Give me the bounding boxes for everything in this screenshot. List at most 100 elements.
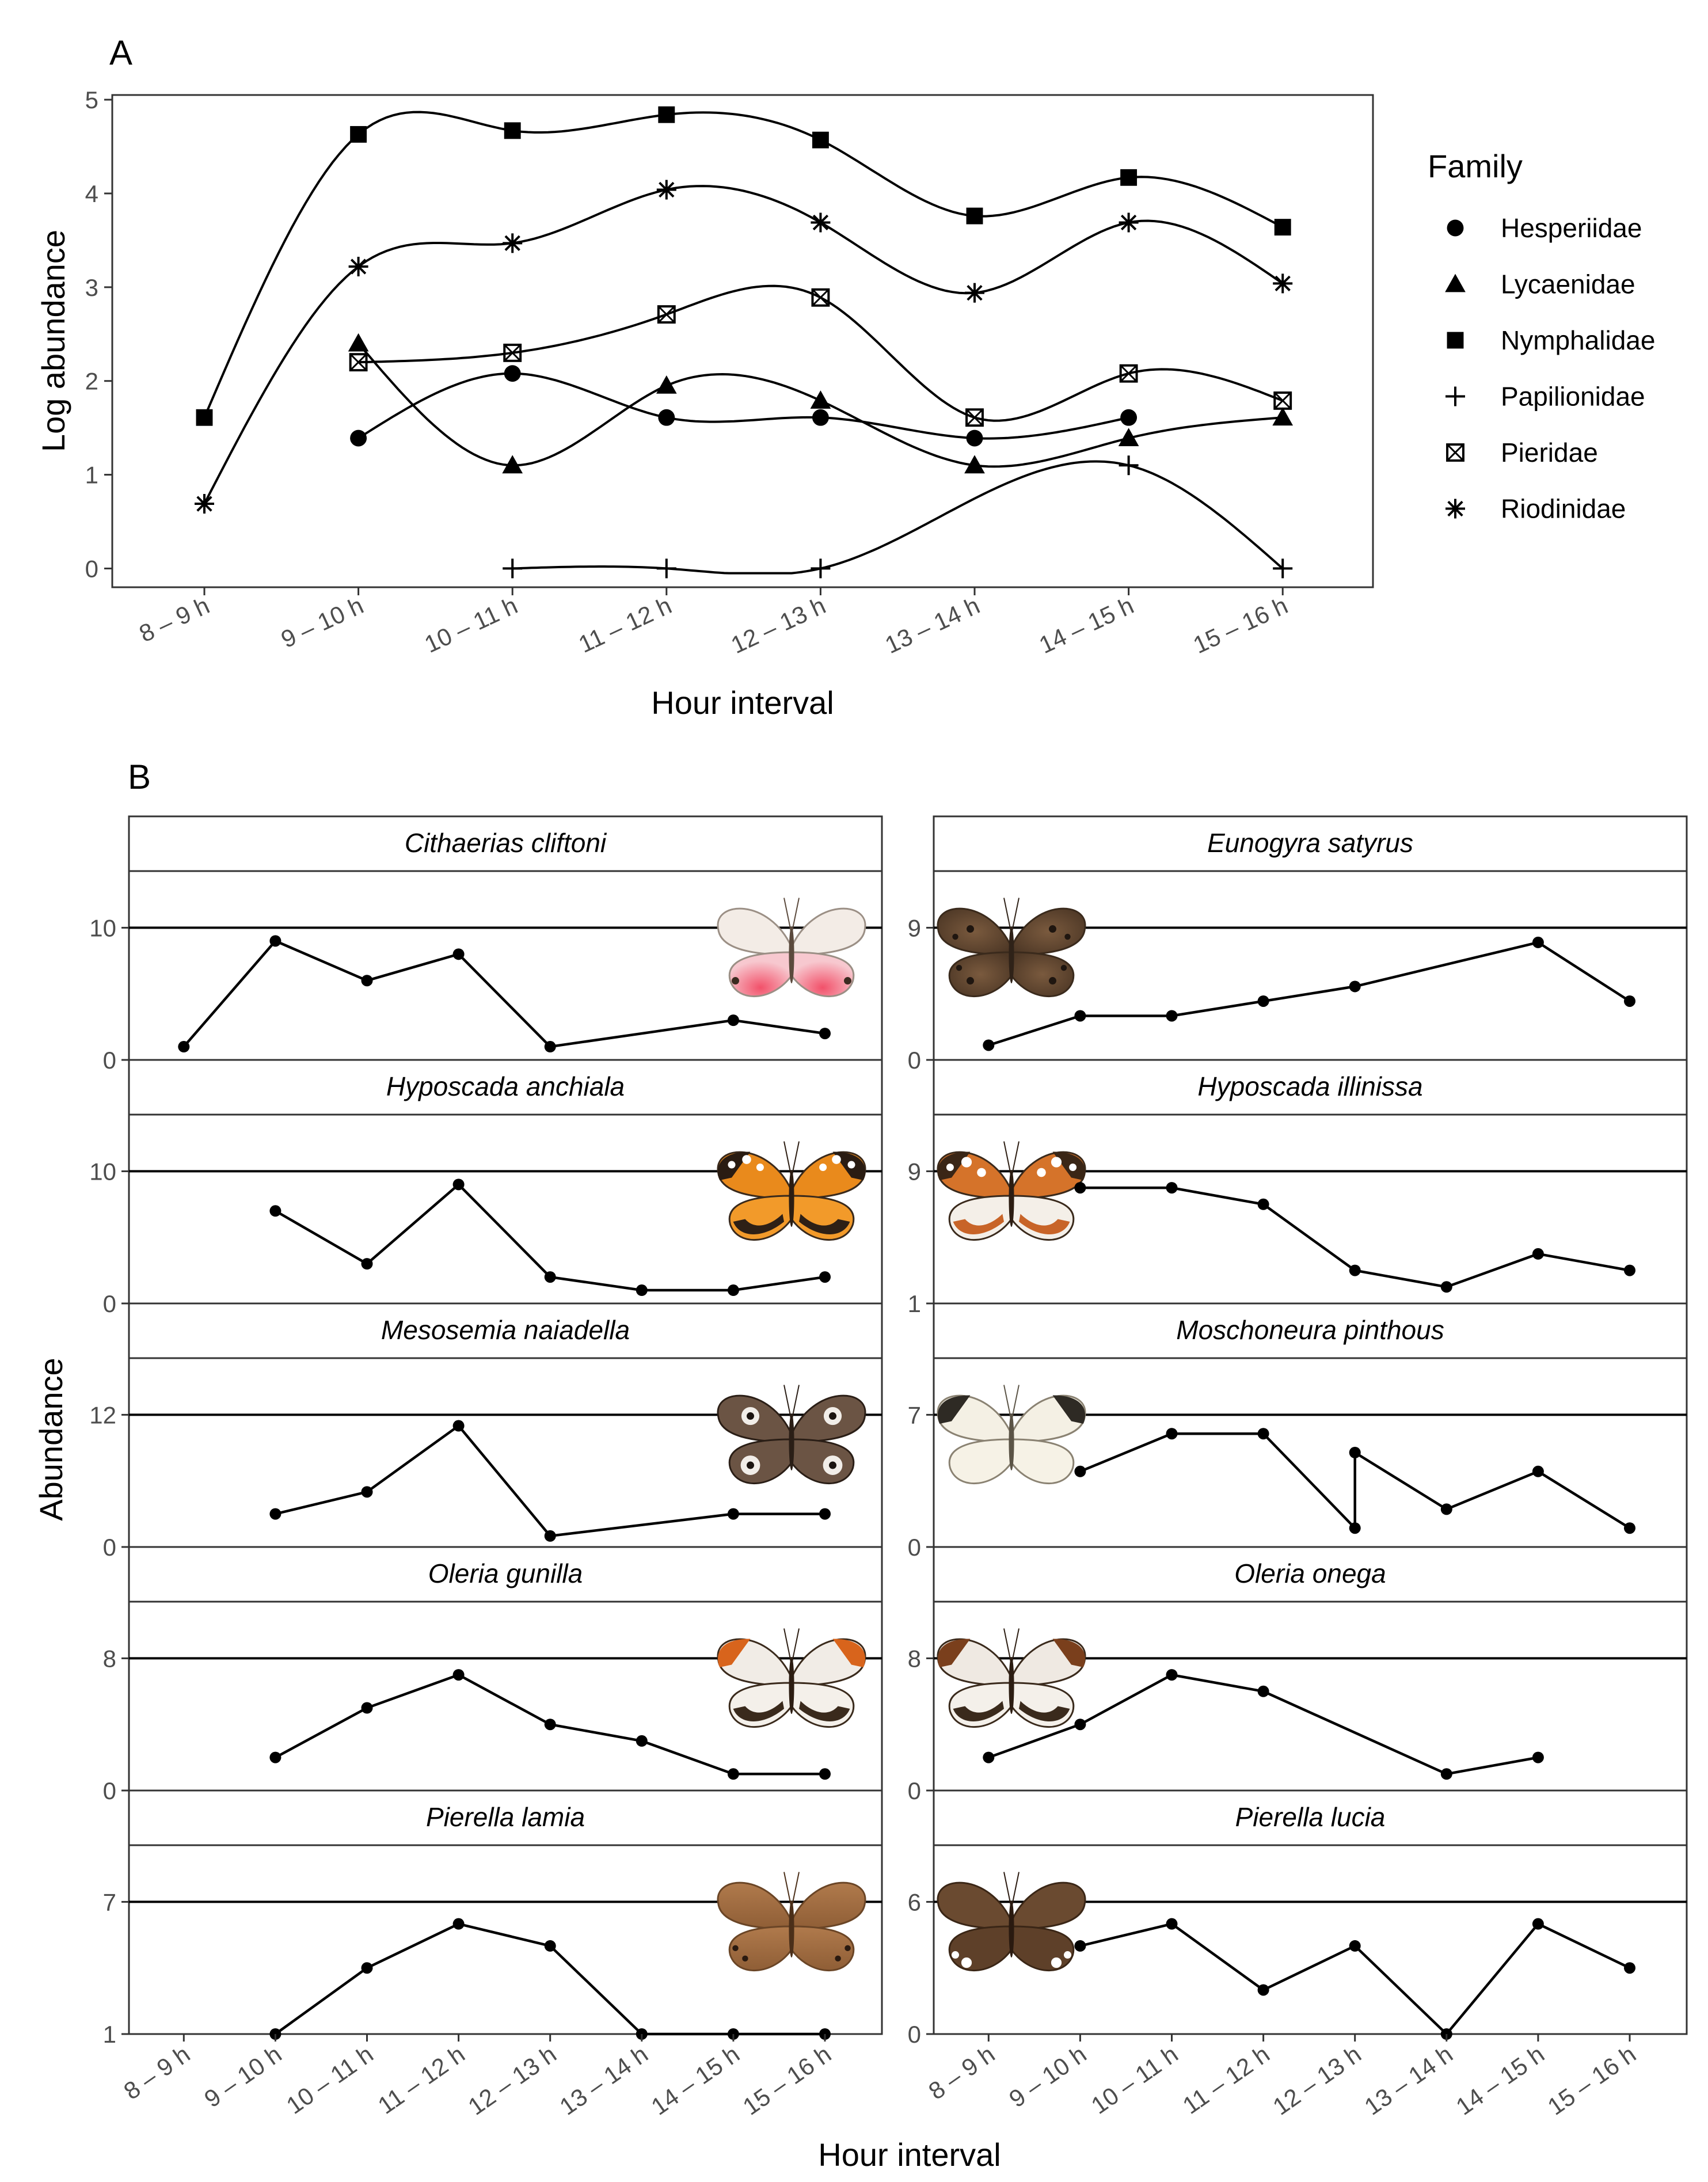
point-hesperiidae-2	[504, 365, 521, 382]
legend-key-riodinidae	[1445, 499, 1465, 519]
y-tick-label: 0	[103, 1534, 116, 1561]
point-pieridae-2	[503, 343, 522, 362]
point-papilionidae-2	[503, 558, 523, 579]
point-nymphalidae-2	[504, 122, 521, 139]
point-lycaenidae-6	[1118, 428, 1139, 446]
abundance-line	[988, 1673, 1539, 1776]
facet-hyposcada-anchiala: Hyposcada anchiala 0 10	[89, 1059, 883, 1317]
mesosemia-naiadella-image	[717, 1385, 866, 1485]
abundance-point	[727, 1014, 739, 1027]
y-tick-label: 10	[89, 914, 116, 941]
point-pieridae-7	[1273, 391, 1292, 410]
point-papilionidae-3	[656, 558, 676, 579]
facet-strip	[933, 1302, 1688, 1359]
abundance-point	[452, 1420, 465, 1432]
abundance-line	[1079, 1432, 1631, 1531]
abundance-point	[636, 1735, 648, 1747]
facet-strip	[128, 815, 883, 872]
abundance-point	[269, 935, 282, 947]
point-papilionidae-7	[1273, 558, 1293, 579]
abundance-point	[1624, 995, 1635, 1007]
abundance-point	[1532, 936, 1544, 948]
panel-a-x-axis-title: Hour interval	[651, 685, 834, 721]
facet-strip	[128, 1546, 883, 1603]
facet-title: Hyposcada anchiala	[386, 1071, 625, 1101]
y-tick-label: 0	[908, 1047, 921, 1074]
panel-a-x-axis: 8 – 9 h 9 – 10 h 10 – 11 h 11 – 12 h 12 – 13…	[135, 587, 1292, 659]
x-tick-label: 9 – 10 h	[1004, 2040, 1091, 2113]
facet-oleria-gunilla: Oleria gunilla 0 8	[103, 1546, 883, 1804]
abundance-point	[269, 1751, 282, 1763]
abundance-point	[1349, 1522, 1361, 1534]
abundance-point	[1074, 1010, 1086, 1022]
x-tick-label: 13 – 14 h	[881, 592, 984, 659]
x-tick-label: 15 – 16 h	[738, 2040, 836, 2120]
x-tick-label: 10 – 11 h	[1086, 2040, 1183, 2119]
facet-title: Hyposcada illinissa	[1197, 1071, 1422, 1101]
point-pieridae-5	[965, 408, 984, 427]
point-lycaenidae-2	[502, 455, 523, 474]
abundance-point	[269, 1508, 282, 1520]
abundance-point	[1440, 1503, 1452, 1515]
abundance-point	[1624, 1264, 1635, 1276]
x-tick-label: 11 – 12 h	[373, 2040, 470, 2119]
abundance-line	[988, 941, 1631, 1047]
abundance-point	[544, 1271, 556, 1283]
facet-strip	[933, 815, 1688, 872]
legend-label-pieridae: Pieridae	[1501, 438, 1598, 467]
abundance-point	[1349, 1940, 1361, 1952]
abundance-point	[983, 1039, 995, 1051]
y-tick-label: 5	[85, 86, 98, 113]
abundance-point	[1349, 1447, 1361, 1458]
facet-title: Pierella lucia	[1235, 1802, 1386, 1832]
point-pieridae-1	[349, 353, 368, 372]
y-tick-label: 7	[908, 1401, 921, 1428]
abundance-point	[1257, 1984, 1269, 1996]
point-riodinidae-6	[1119, 212, 1139, 233]
smooth-line-hesperiidae	[357, 372, 1129, 440]
facet-hyposcada-illinissa: Hyposcada illinissa 1 9	[908, 1059, 1688, 1317]
legend-label-nymphalidae: Nymphalidae	[1501, 325, 1655, 355]
x-tick-label: 12 – 13 h	[727, 592, 830, 659]
abundance-point	[1166, 1010, 1178, 1022]
legend-key-pieridae	[1446, 443, 1464, 462]
abundance-point	[452, 1918, 465, 1930]
point-nymphalidae-0	[196, 409, 213, 426]
x-tick-label: 12 – 13 h	[463, 2040, 561, 2120]
abundance-point	[361, 1962, 373, 1974]
facet-title: Oleria onega	[1234, 1558, 1386, 1588]
abundance-point	[1166, 1182, 1178, 1194]
x-tick-label: 11 – 12 h	[1178, 2040, 1275, 2119]
abundance-point	[983, 1751, 995, 1763]
point-papilionidae-6	[1119, 455, 1139, 476]
y-tick-label: 10	[89, 1158, 116, 1185]
x-tick-label: 11 – 12 h	[575, 592, 676, 658]
facet-oleria-onega: Oleria onega 0 8	[908, 1546, 1688, 1804]
point-riodinidae-0	[195, 494, 214, 514]
abundance-point	[1532, 1248, 1544, 1260]
facet-strip	[933, 1059, 1688, 1116]
y-tick-label: 0	[103, 1290, 116, 1317]
point-lycaenidae-7	[1272, 407, 1294, 426]
abundance-point	[1440, 1768, 1452, 1780]
hyposcada-illinissa-image	[937, 1141, 1086, 1241]
point-lycaenidae-1	[348, 333, 369, 352]
x-tick-label: 15 – 16 h	[1543, 2040, 1641, 2120]
abundance-point	[361, 1258, 373, 1270]
eunogyra-satyrus-image	[937, 898, 1086, 998]
point-riodinidae-3	[656, 180, 676, 200]
point-pieridae-3	[657, 305, 676, 324]
point-hesperiidae-3	[658, 409, 675, 426]
abundance-point	[1074, 1182, 1086, 1194]
facet-cithaerias-cliftoni: Cithaerias cliftoni 0 10	[89, 815, 883, 1074]
smooth-line-papilionidae	[512, 460, 1284, 575]
abundance-point	[1532, 1751, 1544, 1763]
y-tick-label: 6	[908, 1888, 921, 1915]
abundance-point	[1074, 1719, 1086, 1731]
panel-a: 0 1 2 3 4 5 8 – 9 h 9 – 10 h 10 – 11 h 11 – 12 h…	[35, 86, 1655, 721]
y-tick-label: 2	[85, 368, 98, 395]
point-nymphalidae-7	[1274, 219, 1291, 236]
pierella-lamia-image	[717, 1872, 866, 1972]
